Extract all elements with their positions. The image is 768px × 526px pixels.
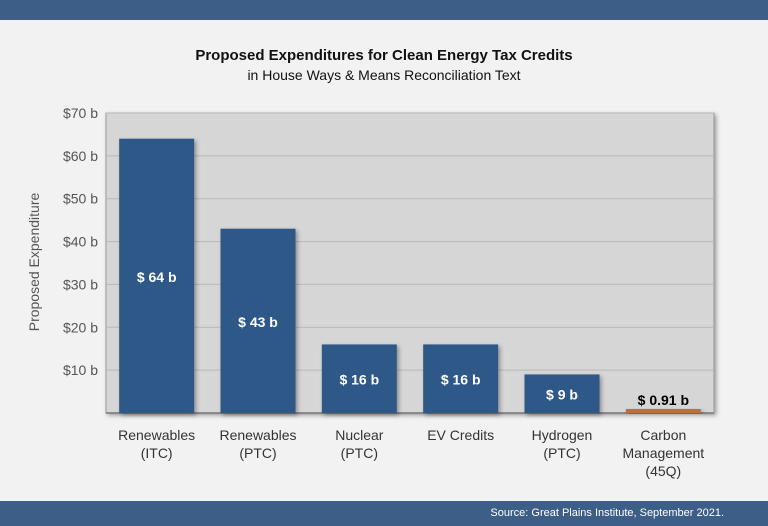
bar: [119, 138, 195, 413]
data-label: $ 9 b: [546, 387, 578, 403]
y-tick-label: $60 b: [63, 148, 98, 164]
y-tick-label: $30 b: [63, 276, 98, 292]
x-tick-label: (PTC): [239, 445, 276, 461]
bar: [220, 228, 296, 413]
bar: [321, 344, 397, 413]
x-tick-label: (45Q): [645, 463, 681, 479]
bar: [423, 344, 499, 413]
x-tick-label: EV Credits: [427, 427, 494, 443]
y-tick-label: $70 b: [63, 105, 98, 121]
x-tick-label: Carbon: [640, 427, 686, 443]
x-tick-label: (ITC): [141, 445, 173, 461]
y-tick-label: $50 b: [63, 191, 98, 207]
x-tick-label: Renewables: [118, 427, 195, 443]
y-tick-label: $20 b: [63, 319, 98, 335]
bottom-band: Source: Great Plains Institute, Septembe…: [0, 501, 768, 526]
plot-area: [105, 112, 715, 414]
x-tick-label: (PTC): [341, 445, 378, 461]
x-tick-label: Nuclear: [335, 427, 384, 443]
y-tick-label: $40 b: [63, 234, 98, 250]
y-tick-label: $10 b: [63, 362, 98, 378]
data-label: $ 0.91 b: [638, 392, 689, 408]
x-tick-label: Management: [622, 445, 704, 461]
chart-subtitle: in House Ways & Means Reconciliation Tex…: [247, 67, 521, 83]
top-band: [0, 0, 768, 20]
bar: [625, 409, 701, 413]
x-tick-label: Hydrogen: [532, 427, 593, 443]
bar: [524, 374, 600, 413]
chart-title: Proposed Expenditures for Clean Energy T…: [195, 47, 573, 64]
x-tick-label: (PTC): [543, 445, 580, 461]
data-label: $ 16 b: [441, 372, 481, 388]
data-label: $ 64 b: [137, 269, 177, 285]
source-note: Source: Great Plains Institute, Septembe…: [490, 507, 724, 519]
data-label: $ 43 b: [238, 314, 278, 330]
x-tick-label: Renewables: [219, 427, 296, 443]
data-label: $ 16 b: [339, 372, 379, 388]
